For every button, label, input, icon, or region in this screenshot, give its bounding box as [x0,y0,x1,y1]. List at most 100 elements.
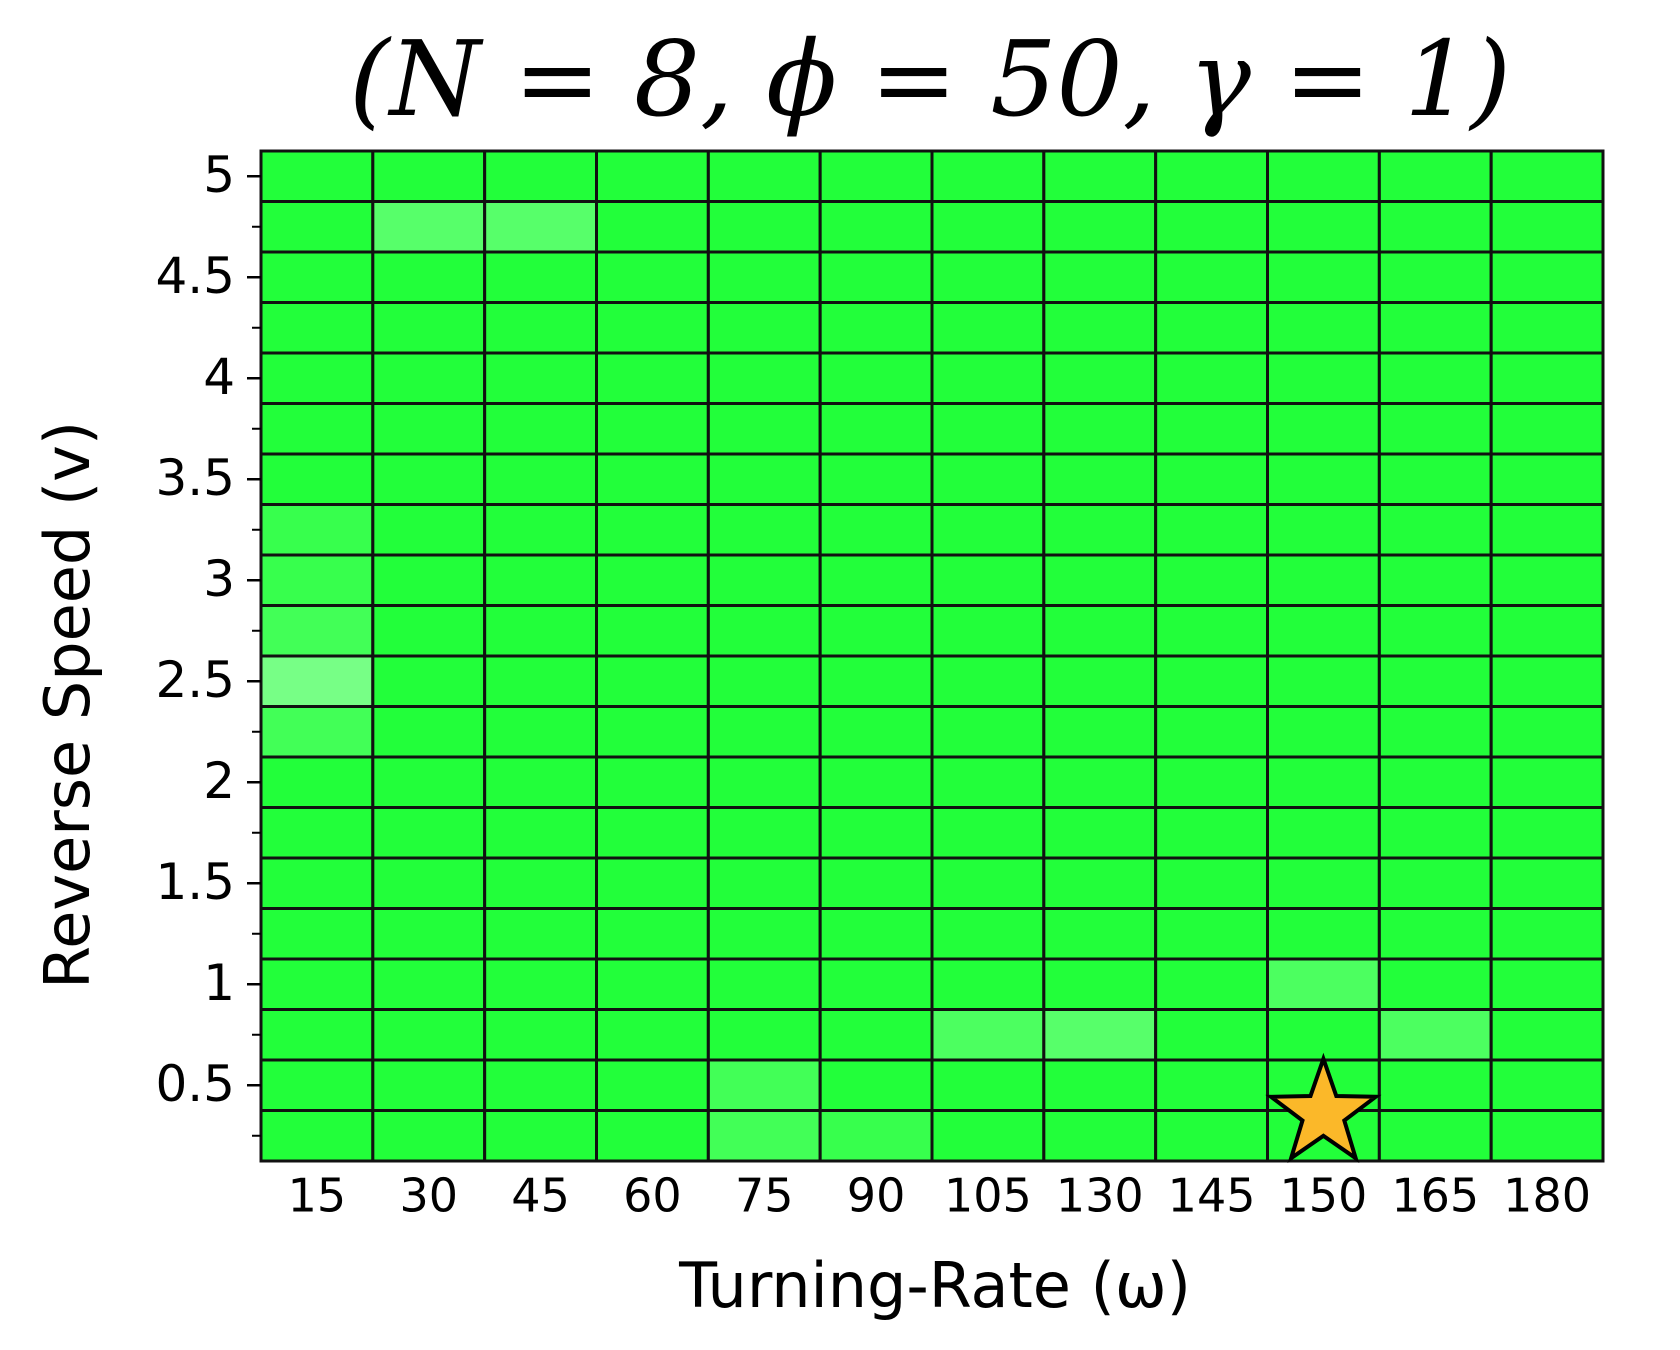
heatmap-cell [706,149,822,203]
heatmap-cell [1266,907,1381,961]
heatmap-cell [1266,149,1381,203]
heatmap-cell [706,250,822,304]
heatmap-cell [1377,351,1493,405]
heatmap-cell [1266,301,1381,355]
heatmap-cell [371,250,487,304]
heatmap-cell [595,957,710,1011]
heatmap-cell [1154,755,1269,809]
heatmap-cell [1377,1008,1493,1062]
heatmap-cell [818,250,934,304]
heatmap-cell [1377,806,1493,860]
heatmap-cell [1266,351,1381,405]
heatmap-cell [930,806,1046,860]
heatmap-cell [371,604,487,658]
heatmap-cell [1042,301,1158,355]
heatmap-cell [1042,250,1158,304]
heatmap-cell [818,957,934,1011]
heatmap-cell [706,452,822,506]
heatmap-cell [259,957,375,1011]
heatmap-cell [1489,553,1605,607]
heatmap-cell [930,503,1046,557]
heatmap-cell [595,503,710,557]
chart-title: (N = 8, ϕ = 50, γ = 1) [349,18,1511,140]
heatmap-cell [1154,1008,1269,1062]
star-marker [1265,1052,1382,1164]
y-tick-label: 4 [203,348,235,406]
heatmap-cell [1042,957,1158,1011]
heatmap-cell [818,654,934,708]
heatmap-cell [483,907,598,961]
x-tick-label: 180 [1503,1169,1591,1223]
heatmap-cell [1266,654,1381,708]
heatmap-cell [483,301,598,355]
heatmap-cell [259,755,375,809]
y-axis-label: Reverse Speed (v) [31,421,104,989]
heatmap-cell [1042,149,1158,203]
heatmap-cell [259,149,375,203]
heatmap-cell [483,755,598,809]
heatmap-cell [818,1109,934,1163]
heatmap-cell [1489,1008,1605,1062]
heatmap-cell [818,452,934,506]
heatmap-cell [930,907,1046,961]
heatmap-cell [1042,604,1158,658]
heatmap-cell [595,301,710,355]
heatmap-cell [371,654,487,708]
heatmap-cell [818,149,934,203]
heatmap-cell [1377,705,1493,759]
heatmap-cell [1042,654,1158,708]
heatmap-cell [930,705,1046,759]
heatmap-cell [1154,402,1269,456]
heatmap-cell [930,452,1046,506]
heatmap-cell [818,351,934,405]
heatmap-cell [1154,351,1269,405]
heatmap-cell [1377,755,1493,809]
heatmap-cell [818,503,934,557]
heatmap-cell [818,1008,934,1062]
heatmap-cell [483,200,598,254]
heatmap-cell [595,856,710,910]
heatmap-cell [259,856,375,910]
heatmap-cell [1377,1109,1493,1163]
heatmap-cell [706,705,822,759]
heatmap-cell [706,200,822,254]
heatmap-cell [483,1109,598,1163]
heatmap-cell [371,503,487,557]
heatmap-cell [483,452,598,506]
y-tick-label: 1 [203,954,235,1012]
heatmap-cell [818,856,934,910]
heatmap-cell [259,301,375,355]
heatmap-cell [1266,503,1381,557]
heatmap-cell [259,553,375,607]
heatmap-cell [595,351,710,405]
heatmap-cell [1489,351,1605,405]
heatmap-cell [706,1008,822,1062]
heatmap-cell [1489,200,1605,254]
heatmap-cell [930,351,1046,405]
x-tick-label: 45 [511,1169,570,1223]
heatmap-cell [595,553,710,607]
heatmap-cell [483,654,598,708]
heatmap-cell [1266,1008,1381,1062]
x-tick-label: 150 [1280,1169,1368,1223]
heatmap-cell [1489,806,1605,860]
heatmap-cell [1489,1109,1605,1163]
heatmap-cell [259,1008,375,1062]
heatmap-cell [595,452,710,506]
heatmap-cell [818,1058,934,1112]
heatmap-cell [706,503,822,557]
heatmap-cell [930,1008,1046,1062]
heatmap-cell [1266,250,1381,304]
heatmap-cell [1377,907,1493,961]
heatmap-cell [1042,1058,1158,1112]
heatmap-cell [259,654,375,708]
heatmap-cell [371,856,487,910]
heatmap-cell [1154,149,1269,203]
heatmap-cell [371,1008,487,1062]
x-tick-label: 30 [399,1169,458,1223]
heatmap-cell [595,200,710,254]
x-tick-label: 165 [1391,1169,1479,1223]
heatmap-cell [371,755,487,809]
heatmap-cell [595,1058,710,1112]
heatmap-cell [706,957,822,1011]
